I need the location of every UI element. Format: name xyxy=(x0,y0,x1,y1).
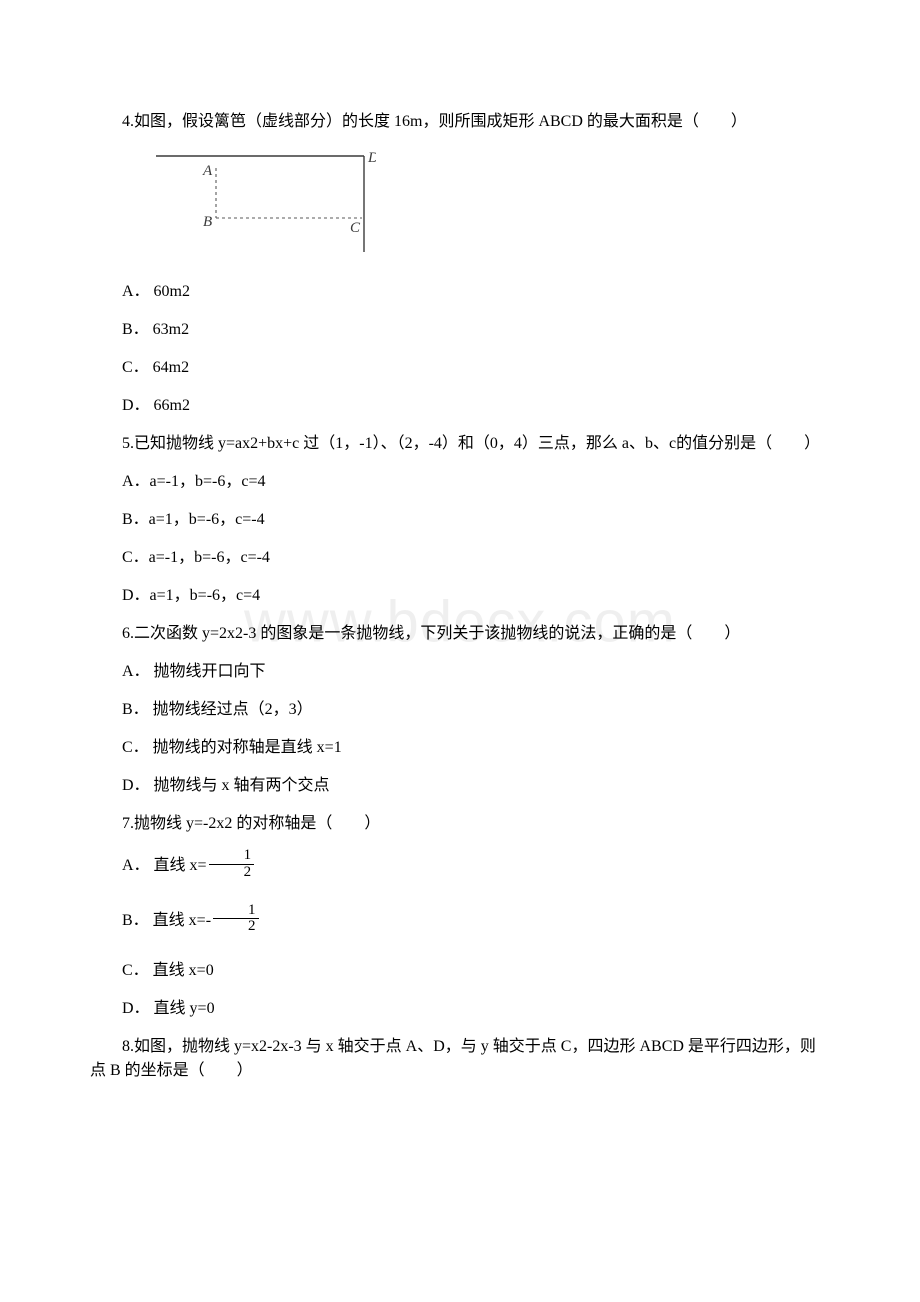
q8-stem: 8.如图，抛物线 y=x2-2x-3 与 x 轴交于点 A、D，与 y 轴交于点… xyxy=(90,1035,830,1083)
q4-option-C: C． 64m2 xyxy=(90,356,830,380)
label-B: B xyxy=(203,214,212,230)
q5-option-D: D．a=1，b=-6，c=4 xyxy=(90,584,830,608)
q6-stem: 6.二次函数 y=2x2-3 的图象是一条抛物线，下列关于该抛物线的说法，正确的… xyxy=(90,622,830,646)
q5-stem-text: 5.已知抛物线 y=ax2+bx+c 过（1，-1）、（2，-4）和（0，4）三… xyxy=(122,435,820,452)
q4-option-D: D． 66m2 xyxy=(90,394,830,418)
q6-option-C: C． 抛物线的对称轴是直线 x=1 xyxy=(90,736,830,760)
q7-option-A: A． 直线 x=12 xyxy=(90,850,830,883)
q4-diagram: A B C D xyxy=(156,148,830,264)
q7-option-D: D． 直线 y=0 xyxy=(90,997,830,1021)
q7-option-A-pre: A． 直线 x= xyxy=(122,857,207,874)
q4-diagram-svg: A B C D xyxy=(156,148,376,256)
q5-option-C: C．a=-1，b=-6，c=-4 xyxy=(90,546,830,570)
label-D: D xyxy=(367,150,376,166)
fraction-half-neg: 12 xyxy=(213,903,259,936)
document-page: www.bdocx.com 4.如图，假设篱笆（虚线部分）的长度 16m，则所围… xyxy=(0,0,920,1157)
q6-option-A: A． 抛物线开口向下 xyxy=(90,660,830,684)
q4-option-A: A． 60m2 xyxy=(90,280,830,304)
frac-num: 1 xyxy=(209,848,255,865)
q4-stem: 4.如图，假设篱笆（虚线部分）的长度 16m，则所围成矩形 ABCD 的最大面积… xyxy=(90,110,830,134)
q5-option-A: A．a=-1，b=-6，c=4 xyxy=(90,470,830,494)
q6-option-B: B． 抛物线经过点（2，3） xyxy=(90,698,830,722)
frac-num-b: 1 xyxy=(213,903,259,920)
fraction-half: 12 xyxy=(209,848,255,881)
q5-stem: 5.已知抛物线 y=ax2+bx+c 过（1，-1）、（2，-4）和（0，4）三… xyxy=(90,432,830,456)
q5-option-B: B．a=1，b=-6，c=-4 xyxy=(90,508,830,532)
q7-stem: 7.抛物线 y=-2x2 的对称轴是（ ） xyxy=(90,812,830,836)
frac-den: 2 xyxy=(209,865,255,881)
q7-option-B-pre: B． 直线 x=- xyxy=(122,911,211,928)
q7-option-B: B． 直线 x=-12 xyxy=(90,905,830,938)
label-A: A xyxy=(202,163,213,179)
label-C: C xyxy=(350,220,361,236)
q4-option-B: B． 63m2 xyxy=(90,318,830,342)
q7-option-C: C． 直线 x=0 xyxy=(90,959,830,983)
frac-den-b: 2 xyxy=(213,919,259,935)
q6-option-D: D． 抛物线与 x 轴有两个交点 xyxy=(90,774,830,798)
